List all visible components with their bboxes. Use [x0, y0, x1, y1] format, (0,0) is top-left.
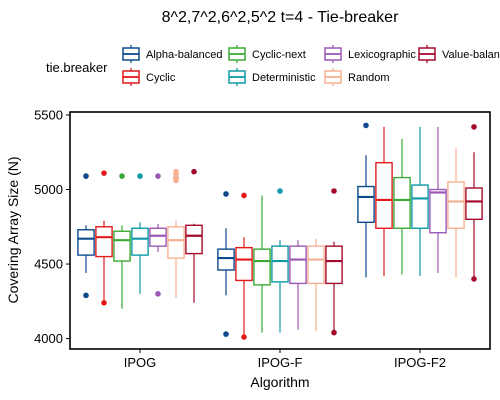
box-lexicographic-ipog [149, 173, 167, 297]
y-tick-label: 4000 [34, 331, 63, 346]
chart-title: 8^2,7^2,6^2,5^2 t=4 - Tie-breaker [162, 9, 400, 26]
box-iqr [235, 246, 253, 282]
box-deterministic-ipog-f2 [411, 126, 429, 276]
box-cyclic-ipog-f [235, 192, 253, 340]
box-iqr [411, 184, 429, 229]
box-iqr [113, 230, 131, 262]
box-iqr [465, 187, 483, 221]
outlier-point [223, 331, 229, 337]
box-iqr [77, 229, 95, 256]
outlier-point [331, 329, 337, 336]
outlier-point [101, 299, 107, 306]
legend: Alpha-balanced Cyclic-next Lexicographic Va… [122, 45, 500, 86]
y-axis-title: Covering Array Size (N) [5, 156, 21, 303]
x-tick-label: IPOG-F2 [394, 355, 446, 370]
outlier-point [155, 291, 161, 297]
box-alpha-balanced-ipog [77, 173, 95, 299]
outlier-point [241, 192, 247, 199]
box-iqr [185, 224, 203, 255]
box-iqr [95, 226, 113, 258]
outlier-point [331, 188, 337, 194]
box-cyclic-next-ipog [113, 173, 131, 309]
y-tick-label: 4500 [34, 257, 63, 272]
plot-area [77, 122, 483, 340]
outlier-point [101, 170, 107, 176]
x-axis: IPOG IPOG-F IPOG-F2 [124, 349, 446, 370]
box-iqr [131, 227, 149, 256]
legend-item-cyclic-next: Cyclic-next [228, 45, 306, 63]
legend-item-alpha-balanced: Alpha-balanced [122, 45, 222, 63]
box-cyclic-ipog [95, 170, 113, 306]
box-iqr [289, 245, 307, 285]
box-iqr [167, 226, 185, 259]
legend-item-cyclic: Cyclic [122, 68, 176, 86]
box-iqr [253, 248, 271, 286]
box-value-balanced-ipog-f [325, 188, 343, 336]
box-cyclic-ipog-f2 [375, 126, 393, 276]
box-random-ipog-f2 [447, 147, 465, 278]
outlier-point [363, 122, 369, 129]
box-iqr [271, 245, 289, 283]
box-iqr [357, 185, 375, 224]
box-lexicographic-ipog-f2 [429, 126, 447, 273]
y-tick-label: 5500 [34, 107, 63, 122]
legend-label: Alpha-balanced [146, 49, 222, 61]
box-iqr [307, 245, 325, 285]
legend-item-value-balanced: Value-balanced [418, 45, 500, 63]
legend-item-deterministic: Deterministic [228, 68, 316, 86]
x-axis-title: Algorithm [250, 374, 309, 390]
outlier-point [471, 276, 477, 282]
outlier-point [241, 334, 247, 340]
box-iqr [429, 188, 447, 234]
box-deterministic-ipog-f [271, 188, 289, 333]
outlier-point [277, 188, 283, 194]
box-iqr [375, 161, 393, 229]
box-iqr [393, 176, 411, 229]
box-random-ipog [167, 168, 185, 299]
box-cyclic-next-ipog-f2 [393, 138, 411, 275]
box-random-ipog-f [307, 238, 325, 332]
box-value-balanced-ipog [185, 168, 203, 303]
outlier-point [173, 168, 179, 175]
x-tick-label: IPOG-F [258, 355, 303, 370]
box-iqr [217, 248, 235, 271]
y-tick-label: 5000 [34, 182, 63, 197]
box-iqr [447, 181, 465, 229]
legend-title: tie.breaker [46, 60, 108, 75]
outlier-point [155, 173, 161, 179]
legend-label: Random [348, 72, 390, 84]
outlier-point [137, 173, 143, 179]
box-iqr [325, 245, 343, 285]
legend-label: Cyclic-next [252, 49, 306, 61]
outlier-point [191, 168, 197, 175]
plot-panel-border [69, 111, 491, 350]
x-tick-label: IPOG [124, 355, 157, 370]
legend-label: Deterministic [252, 72, 316, 84]
box-value-balanced-ipog-f2 [465, 124, 483, 282]
box-deterministic-ipog [131, 173, 149, 294]
legend-label: Cyclic [146, 72, 176, 84]
box-alpha-balanced-ipog-f [217, 191, 235, 337]
outlier-point [471, 124, 477, 130]
legend-label: Value-balanced [442, 49, 500, 61]
outlier-point [83, 292, 89, 299]
legend-label: Lexicographic [348, 49, 416, 61]
box-alpha-balanced-ipog-f2 [357, 122, 375, 278]
legend-item-lexicographic: Lexicographic [324, 45, 416, 63]
outlier-point [223, 191, 229, 197]
box-cyclic-next-ipog-f [253, 195, 271, 333]
box-iqr [149, 227, 167, 247]
legend-item-random: Random [324, 68, 390, 86]
box-lexicographic-ipog-f [289, 240, 307, 330]
y-axis: 4000 4500 5000 5500 [34, 107, 70, 346]
outlier-point [119, 173, 125, 179]
outlier-point [83, 173, 89, 179]
